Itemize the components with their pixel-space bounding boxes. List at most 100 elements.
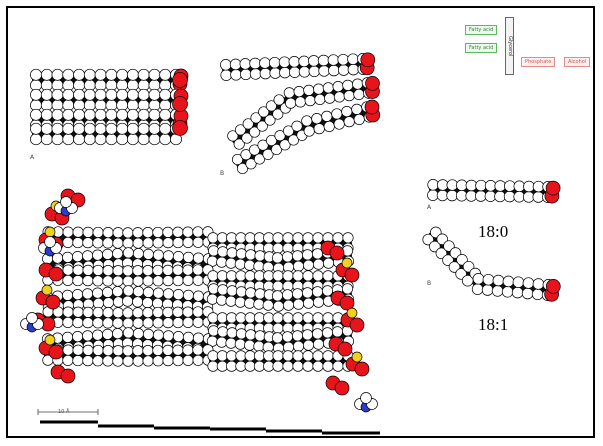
hydrogen-atom bbox=[301, 287, 314, 299]
hydrogen-atom bbox=[234, 258, 246, 270]
oxygen-atom bbox=[60, 368, 76, 384]
hydrogen-atom bbox=[142, 355, 154, 367]
hydrogen-atom bbox=[182, 354, 194, 366]
hydrogen-atom bbox=[82, 306, 94, 318]
hydrogen-atom bbox=[333, 91, 345, 103]
hydrogen-atom bbox=[126, 108, 139, 121]
hydrogen-atom bbox=[51, 133, 64, 146]
scale-bar bbox=[37, 409, 99, 415]
hydrogen-atom bbox=[122, 317, 134, 329]
hydrogen-atom bbox=[220, 59, 232, 71]
hydrogen-atom bbox=[142, 265, 154, 277]
hydrogen-atom bbox=[226, 232, 238, 244]
hydrogen-atom bbox=[122, 247, 134, 259]
panel-a-label: A bbox=[30, 154, 35, 161]
hydrogen-atom bbox=[40, 122, 53, 135]
hydrogen-atom bbox=[256, 120, 268, 132]
hydrogen-atom bbox=[312, 360, 324, 372]
saturated-fatty-acid-stack bbox=[30, 68, 189, 146]
hydrogen-atom bbox=[142, 328, 154, 340]
hydrogen-atom bbox=[94, 122, 107, 135]
hydrogen-atom bbox=[102, 355, 114, 367]
hydrogen-atom bbox=[152, 264, 164, 276]
oxygen-atom bbox=[48, 266, 64, 282]
hydrogen-atom bbox=[225, 257, 237, 269]
hydrogen-atom bbox=[292, 270, 304, 282]
hydrogen-atom bbox=[62, 306, 74, 318]
hydrogen-atom bbox=[217, 246, 229, 258]
hydrogen-atom bbox=[105, 122, 118, 135]
hydrogen-atom bbox=[152, 237, 164, 249]
hydrogen-atom bbox=[272, 350, 284, 362]
hydrogen-atom bbox=[192, 344, 204, 356]
hydrogen-atom bbox=[303, 84, 315, 96]
hydrogen-atom bbox=[250, 112, 262, 124]
hydrogen-atom bbox=[62, 122, 75, 135]
hydrogen-atom bbox=[323, 120, 335, 132]
hydrogen-atom bbox=[94, 68, 107, 81]
hydrogen-atom bbox=[207, 360, 219, 372]
hydrogen-atom bbox=[102, 317, 114, 329]
hydrogen-atom bbox=[102, 345, 114, 357]
hydrogen-atom bbox=[327, 54, 340, 66]
hydrogen-atom bbox=[152, 275, 164, 287]
hydrogen-atom bbox=[341, 283, 354, 295]
hydrogen-atom bbox=[30, 68, 42, 81]
hydrogen-atom bbox=[292, 350, 304, 362]
hydrogen-atom bbox=[102, 275, 114, 287]
hydrogen-atom bbox=[245, 158, 257, 170]
hydrogen-atom bbox=[126, 122, 139, 135]
phosphorus-atom bbox=[44, 334, 56, 346]
hydrogen-atom bbox=[225, 337, 237, 349]
hydrogen-atom bbox=[182, 316, 194, 328]
hydrogen-atom bbox=[287, 134, 300, 146]
hydrogen-atom bbox=[312, 312, 324, 324]
hydrogen-atom bbox=[436, 189, 449, 202]
hydrogen-atom bbox=[465, 190, 477, 202]
hydrogen-atom bbox=[159, 68, 172, 81]
hydrogen-atom bbox=[162, 226, 174, 238]
oxygen-atom bbox=[172, 120, 188, 136]
hydrogen-atom bbox=[94, 133, 107, 146]
oxygen-atom bbox=[172, 72, 188, 88]
hydrogen-atom bbox=[132, 307, 144, 319]
hydrogen-atom bbox=[262, 299, 274, 311]
hydrogen-atom bbox=[245, 249, 257, 261]
hydrogen-atom bbox=[253, 260, 265, 272]
hydrogen-atom bbox=[491, 285, 504, 297]
hydrogen-atom bbox=[122, 237, 134, 249]
hydrogen-atom bbox=[142, 297, 154, 309]
hydrogen-atom bbox=[312, 270, 324, 282]
hydrogen-atom bbox=[352, 78, 364, 90]
hydrogen-atom bbox=[172, 226, 184, 238]
hydrogen-atom bbox=[62, 264, 74, 276]
hydrogen-atom bbox=[92, 249, 104, 261]
hydrogen-atom bbox=[116, 68, 129, 81]
hydrogen-atom bbox=[301, 115, 313, 127]
hydrogen-atom bbox=[112, 248, 124, 260]
hydrogen-atom bbox=[92, 226, 104, 238]
hydrogen-atom bbox=[522, 191, 535, 203]
hydrogen-atom bbox=[142, 275, 154, 287]
hydrogen-atom bbox=[244, 312, 256, 324]
oxygen-atom bbox=[364, 99, 380, 115]
hydrogen-atom bbox=[233, 138, 245, 150]
hydrogen-atom bbox=[83, 133, 96, 146]
hydrogen-atom bbox=[40, 88, 53, 101]
hydrogen-atom bbox=[333, 118, 345, 130]
hydrogen-atom bbox=[322, 350, 334, 362]
hydrogen-atom bbox=[51, 122, 64, 135]
hydrogen-atom bbox=[82, 317, 94, 329]
hydrogen-atom bbox=[360, 392, 372, 404]
hydrogen-atom bbox=[351, 103, 363, 115]
hydrogen-atom bbox=[244, 360, 256, 372]
oxygen-atom bbox=[339, 295, 355, 311]
hydrogen-atom bbox=[234, 296, 246, 308]
hydrogen-atom bbox=[206, 293, 218, 305]
hydrogen-atom bbox=[343, 116, 355, 128]
hydrogen-atom bbox=[302, 297, 315, 309]
hydrogen-atom bbox=[265, 100, 277, 112]
hydrogen-atom bbox=[102, 328, 114, 340]
hydrogen-atom bbox=[292, 360, 304, 372]
hydrogen-atom bbox=[249, 68, 262, 80]
